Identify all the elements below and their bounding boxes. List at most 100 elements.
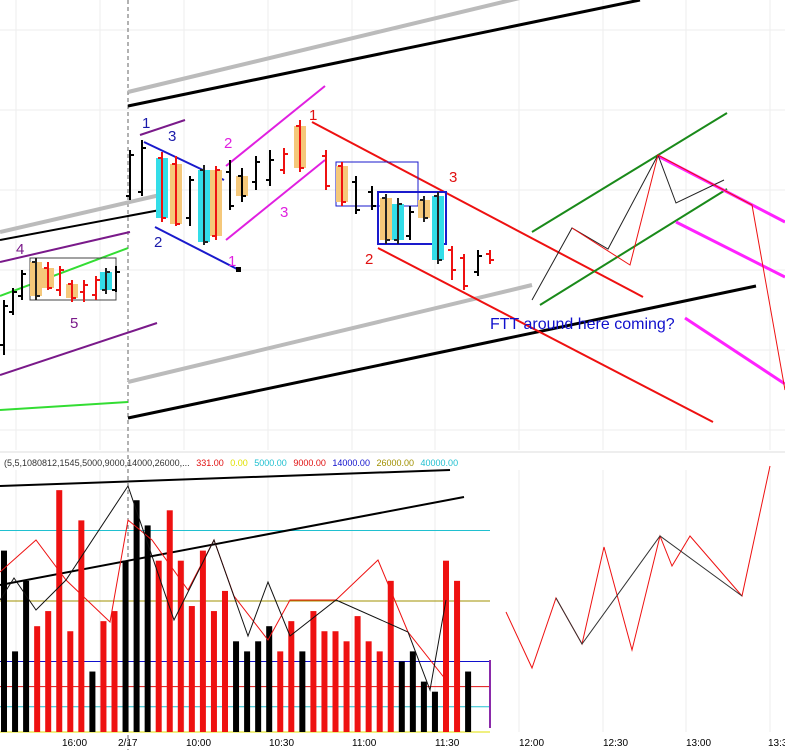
ftt-annotation: FTT around here coming? — [490, 316, 675, 333]
lime-line-lower — [0, 401, 129, 411]
volume-projection-black — [555, 535, 743, 645]
pattern-label: 4 — [16, 241, 24, 258]
volume-bar — [376, 651, 383, 732]
black-channel-bottom — [127, 284, 757, 420]
volume-bar — [365, 641, 372, 732]
volume-bar — [122, 560, 129, 732]
x-tick-label: 12:30 — [603, 738, 628, 749]
volume-header-value: 14000.00 — [332, 458, 370, 468]
pattern-label: 1 — [228, 253, 236, 270]
volume-trend-top — [0, 469, 451, 487]
volume-bar — [56, 490, 63, 732]
purple-line-lower — [0, 322, 158, 376]
pattern-label: 3 — [168, 128, 176, 145]
volume-bar — [23, 580, 30, 732]
grid — [0, 0, 785, 732]
volume-bar — [111, 611, 118, 732]
volume-bar — [34, 626, 41, 732]
x-tick-label: 2/17 — [118, 738, 138, 749]
volume-header-value: 331.00 — [196, 458, 224, 468]
x-tick-label: 12:00 — [519, 738, 544, 749]
volume-bar — [266, 626, 273, 732]
blue-wedge-bottom — [154, 226, 240, 271]
green-channel-bottom — [539, 188, 728, 306]
pattern-label: 2 — [224, 135, 232, 152]
volume-bar — [465, 671, 472, 732]
gray-channel-bottom — [127, 283, 533, 384]
wedge-marker — [236, 267, 241, 272]
volume-bar — [100, 621, 107, 732]
volume-header-value: 0.00 — [230, 458, 248, 468]
x-tick-label: 16:00 — [62, 738, 87, 749]
volume-bar — [387, 580, 394, 732]
volume-header-value: 9000.00 — [293, 458, 326, 468]
volume-header: (5,5,1080812,1545,5000,9000,14000,26000,… — [4, 458, 458, 468]
candles — [0, 120, 494, 355]
volume-header-params: (5,5,1080812,1545,5000,9000,14000,26000,… — [4, 458, 190, 468]
projection-red — [571, 154, 785, 391]
volume-bar — [166, 510, 173, 732]
volume-bar — [133, 500, 140, 732]
box-red-base-2 — [377, 191, 447, 245]
volume-bar — [222, 590, 228, 732]
volume-bar — [420, 681, 427, 732]
magenta-channel-mid — [675, 220, 785, 279]
volume-bar — [188, 606, 195, 732]
magenta-wedge-top — [225, 85, 326, 167]
x-tick-label: 11:30 — [435, 738, 460, 749]
volume-trend-lines — [0, 469, 465, 586]
volume-bar — [210, 611, 217, 732]
volume-bar — [299, 651, 306, 732]
volume-bar — [255, 641, 262, 732]
red-channel-bottom — [377, 247, 714, 423]
volume-bar — [310, 611, 317, 732]
volume-bar — [233, 641, 240, 732]
volume-bar — [45, 611, 52, 732]
magenta-wedge-bottom — [225, 159, 326, 241]
volume-bar — [277, 651, 284, 732]
pattern-label: 2 — [154, 234, 162, 251]
black-channel-top — [127, 0, 641, 108]
volume-zigzag — [0, 465, 771, 728]
volume-bar — [343, 641, 350, 732]
pattern-label: 1 — [309, 107, 317, 124]
volume-bar — [443, 560, 449, 732]
black-channel-left — [0, 209, 161, 241]
volume-bar — [177, 560, 184, 732]
x-tick-label: 10:00 — [186, 738, 211, 749]
volume-bar — [78, 520, 85, 732]
x-tick-label: 10:30 — [269, 738, 294, 749]
volume-bar — [409, 651, 416, 732]
x-tick-label: 13:00 — [686, 738, 711, 749]
volume-bar — [1, 550, 7, 732]
volume-projection — [505, 465, 771, 670]
red-channel-top — [311, 121, 644, 298]
volume-bars — [1, 490, 472, 732]
pattern-label: 5 — [70, 315, 78, 332]
pattern-label: 3 — [280, 204, 288, 221]
x-tick-label: 11:00 — [352, 738, 377, 749]
volume-header-value: 40000.00 — [421, 458, 459, 468]
volume-bar — [288, 621, 295, 732]
purple-line-upper — [0, 231, 131, 263]
volume-bar — [12, 651, 19, 732]
green-channel-top — [531, 112, 728, 233]
volume-header-value: 26000.00 — [376, 458, 414, 468]
projection-path — [531, 153, 785, 391]
volume-bar — [155, 560, 162, 732]
projection-black — [531, 153, 725, 301]
channel-lines — [0, 0, 785, 423]
x-axis: 16:00 2/17 10:00 10:30 11:00 11:30 12:00… — [62, 738, 785, 749]
volume-bar — [398, 661, 405, 732]
volume-bar — [67, 631, 74, 732]
pattern-label: 2 — [365, 251, 373, 268]
volume-bar — [144, 525, 151, 732]
volume-bar — [244, 651, 251, 732]
pattern-labels: 1 3 2 2 3 1 1 3 2 4 5 — [16, 107, 457, 332]
volume-bar — [199, 550, 206, 732]
volume-zigzag-black — [0, 484, 447, 692]
volume-header-value: 5000.00 — [254, 458, 287, 468]
volume-bar — [454, 580, 461, 732]
volume-bar — [431, 691, 438, 732]
